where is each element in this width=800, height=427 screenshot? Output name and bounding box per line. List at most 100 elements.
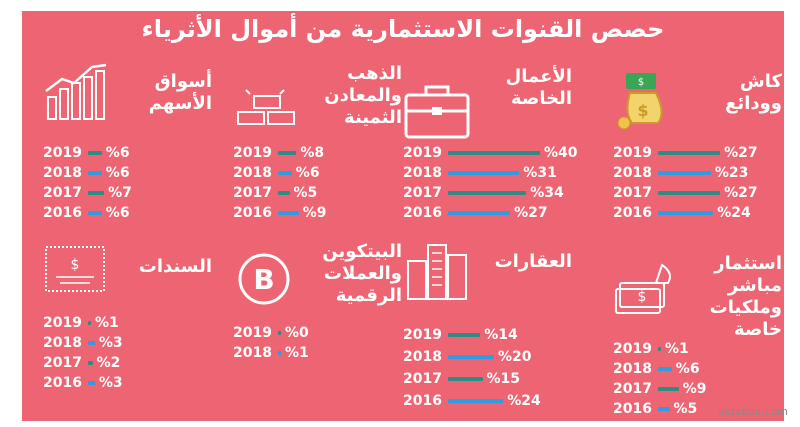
data-row: 2018 %23: [612, 163, 782, 183]
data-row: 2016 %24: [612, 203, 782, 223]
year-label: 2019: [403, 327, 442, 343]
year-label: 2017: [43, 185, 82, 201]
value-label: %1: [665, 341, 689, 357]
value-label: %24: [717, 205, 751, 221]
value-bar: [278, 211, 299, 215]
year-label: 2019: [613, 341, 652, 357]
value-bar: [278, 191, 290, 195]
year-label: 2016: [233, 205, 272, 221]
value-bar: [448, 171, 520, 175]
panel-name: السندات: [138, 256, 212, 277]
data-row: 2019 %6: [42, 143, 212, 163]
year-label: 2018: [43, 335, 82, 351]
data-row: 2017 %15: [402, 369, 572, 389]
value-label: %3: [98, 335, 123, 351]
data-row: 2016 %24: [402, 391, 572, 411]
money-bag-icon: $ $: [617, 73, 663, 130]
year-label: 2016: [43, 375, 82, 391]
value-bar: [448, 377, 483, 381]
value-label: %14: [484, 327, 518, 343]
year-label: 2018: [43, 165, 82, 181]
year-label: 2019: [43, 315, 82, 331]
data-row: 2016 %9: [232, 203, 402, 223]
chart-title: حصص القنوات الاستثمارية من أموال الأثريا…: [141, 15, 665, 43]
panel-icon-wrap: $ $: [612, 71, 682, 135]
data-row: 2016 %6: [42, 203, 212, 223]
panel-2: الذهب والمعادن الثمينة 2019 %8 2018 %6 2017 %5…: [232, 61, 402, 241]
panel-5: العقارات 2019 %14 2018 %20 2017 %15 2016 %24: [402, 241, 572, 421]
data-row: 2018 %31: [402, 163, 572, 183]
panel-icon-wrap: B: [232, 249, 302, 313]
data-row: 2018 %3: [42, 333, 212, 353]
panel-name: الأعمال الخاصة: [505, 66, 572, 109]
data-row: 2017 %27: [612, 183, 782, 203]
value-bar: [658, 211, 714, 215]
panel-4: $ استثمار مباشر وملكيات خاصة 2019 %1 2018 %6…: [612, 251, 782, 427]
value-bar: [88, 321, 91, 325]
infographic-canvas: حصص القنوات الاستثمارية من أموال الأثريا…: [22, 11, 784, 421]
year-label: 2017: [403, 185, 442, 201]
panel-7: $ السندات 2019 %1 2018 %3 2017 %2 2016 %3: [42, 241, 212, 421]
value-bar: [448, 151, 540, 155]
value-bar: [278, 151, 297, 155]
value-bar: [278, 331, 281, 335]
value-label: %31: [523, 165, 557, 181]
data-row: 2016 %3: [42, 373, 212, 393]
value-label: %6: [675, 361, 700, 377]
panel-name: كاش وودائع: [725, 71, 782, 114]
year-label: 2018: [233, 165, 272, 181]
data-row: 2018 %6: [42, 163, 212, 183]
value-label: %24: [507, 393, 541, 409]
panel-icon-wrap: [42, 61, 112, 125]
value-label: %8: [300, 145, 325, 161]
value-bar: [448, 211, 511, 215]
data-row: 2018 %6: [232, 163, 402, 183]
data-row: 2016 %5: [612, 399, 782, 419]
value-bar: [88, 171, 102, 175]
value-bar: [88, 211, 102, 215]
year-label: 2019: [233, 325, 272, 341]
data-row: 2019 %0: [232, 323, 402, 343]
cash-stack-icon: $: [615, 263, 671, 314]
value-bar: [278, 351, 281, 355]
year-label: 2016: [613, 205, 652, 221]
value-bar: [448, 191, 527, 195]
data-row: 2017 %2: [42, 353, 212, 373]
year-label: 2019: [43, 145, 82, 161]
data-row: 2019 %40: [402, 143, 577, 163]
value-bar: [448, 333, 481, 337]
value-bar: [448, 355, 494, 359]
value-label: %1: [95, 315, 119, 331]
panel-icon-wrap: [402, 241, 472, 305]
data-row: 2019 %27: [612, 143, 782, 163]
year-label: 2017: [403, 371, 442, 387]
panel-icon-wrap: $: [612, 263, 682, 327]
panel-name: أسواق الأسهم: [148, 71, 212, 114]
year-label: 2019: [613, 145, 652, 161]
value-bar: [658, 171, 711, 175]
value-label: %27: [724, 145, 758, 161]
year-label: 2017: [233, 185, 272, 201]
panel-name: العقارات: [494, 251, 572, 272]
bond-certificate-icon: $: [45, 246, 105, 292]
value-bar: [88, 341, 95, 345]
value-label: %5: [673, 401, 698, 417]
value-label: %23: [714, 165, 749, 181]
data-row: 2017 %7: [42, 183, 212, 203]
value-label: %0: [285, 325, 309, 341]
data-row: 2019 %8: [232, 143, 402, 163]
svg-text:$: $: [638, 77, 644, 88]
value-label: %27: [514, 205, 548, 221]
svg-text:B: B: [253, 263, 274, 296]
svg-text:$: $: [638, 289, 647, 305]
value-bar: [88, 381, 95, 385]
year-label: 2018: [403, 165, 442, 181]
value-bar: [448, 399, 504, 403]
year-label: 2018: [403, 349, 442, 365]
value-label: %6: [105, 145, 130, 161]
year-label: 2018: [233, 345, 272, 361]
value-bar: [658, 347, 661, 351]
svg-text:$: $: [637, 101, 648, 120]
year-label: 2018: [613, 361, 652, 377]
year-label: 2019: [233, 145, 272, 161]
